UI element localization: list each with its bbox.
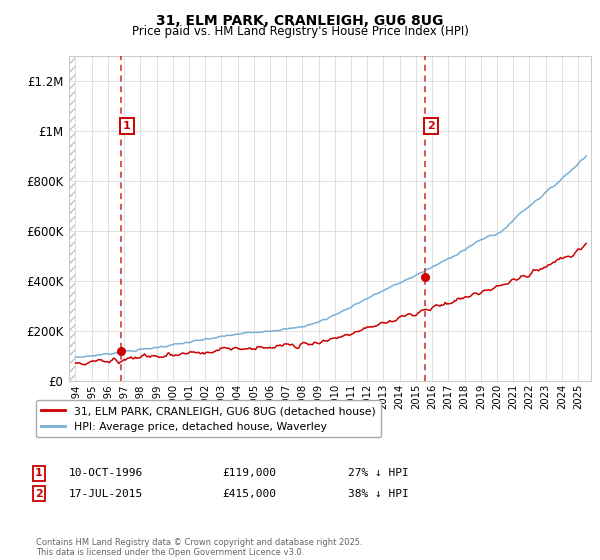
Text: 17-JUL-2015: 17-JUL-2015 (69, 489, 143, 499)
Text: 10-OCT-1996: 10-OCT-1996 (69, 468, 143, 478)
Text: Contains HM Land Registry data © Crown copyright and database right 2025.
This d: Contains HM Land Registry data © Crown c… (36, 538, 362, 557)
Text: 31, ELM PARK, CRANLEIGH, GU6 8UG: 31, ELM PARK, CRANLEIGH, GU6 8UG (157, 14, 443, 28)
Text: 27% ↓ HPI: 27% ↓ HPI (348, 468, 409, 478)
Text: 1: 1 (35, 468, 43, 478)
Text: 2: 2 (427, 121, 435, 131)
Text: 2: 2 (35, 489, 43, 499)
Text: 1: 1 (123, 121, 131, 131)
Legend: 31, ELM PARK, CRANLEIGH, GU6 8UG (detached house), HPI: Average price, detached : 31, ELM PARK, CRANLEIGH, GU6 8UG (detach… (36, 400, 381, 437)
Text: £415,000: £415,000 (222, 489, 276, 499)
Text: 38% ↓ HPI: 38% ↓ HPI (348, 489, 409, 499)
Text: £119,000: £119,000 (222, 468, 276, 478)
Text: Price paid vs. HM Land Registry's House Price Index (HPI): Price paid vs. HM Land Registry's House … (131, 25, 469, 38)
